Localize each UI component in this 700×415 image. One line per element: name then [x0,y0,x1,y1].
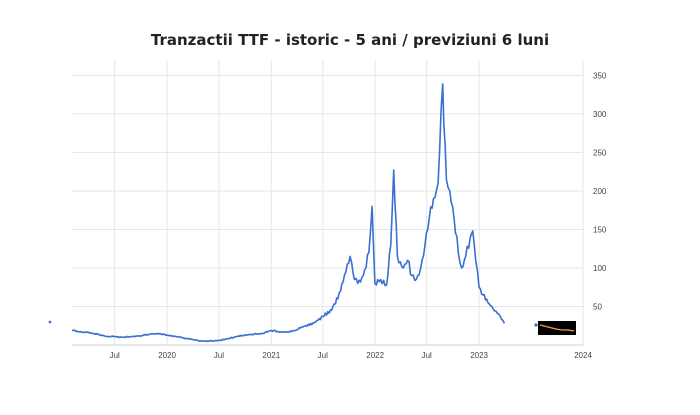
y-tick-label: 300 [593,110,607,119]
x-tick-label: 2021 [262,351,280,360]
y-tick-label: 200 [593,187,607,196]
x-tick-label: 2020 [158,351,176,360]
y-tick-label: 100 [593,264,607,273]
x-tick-label: Jul [422,351,432,360]
x-tick-label: Jul [318,351,328,360]
forecast-line [539,324,575,332]
forecast-start-marker [534,323,538,327]
y-tick-label: 250 [593,148,607,157]
y-tick-label: 150 [593,225,607,234]
series-line [72,83,506,343]
x-tick-label: 2023 [470,351,488,360]
y-tick-label: 50 [593,302,602,311]
x-tick-label: Jul [214,351,224,360]
x-tick-label: 2022 [366,351,384,360]
chart-title: Tranzactii TTF - istoric - 5 ani / previ… [150,31,550,49]
y-tick-label: 350 [593,71,607,80]
x-tick-label: Jul [110,351,120,360]
forecast-inset [538,321,576,335]
x-tick-label: 2024 [574,351,592,360]
left-edge-marker [48,320,52,324]
